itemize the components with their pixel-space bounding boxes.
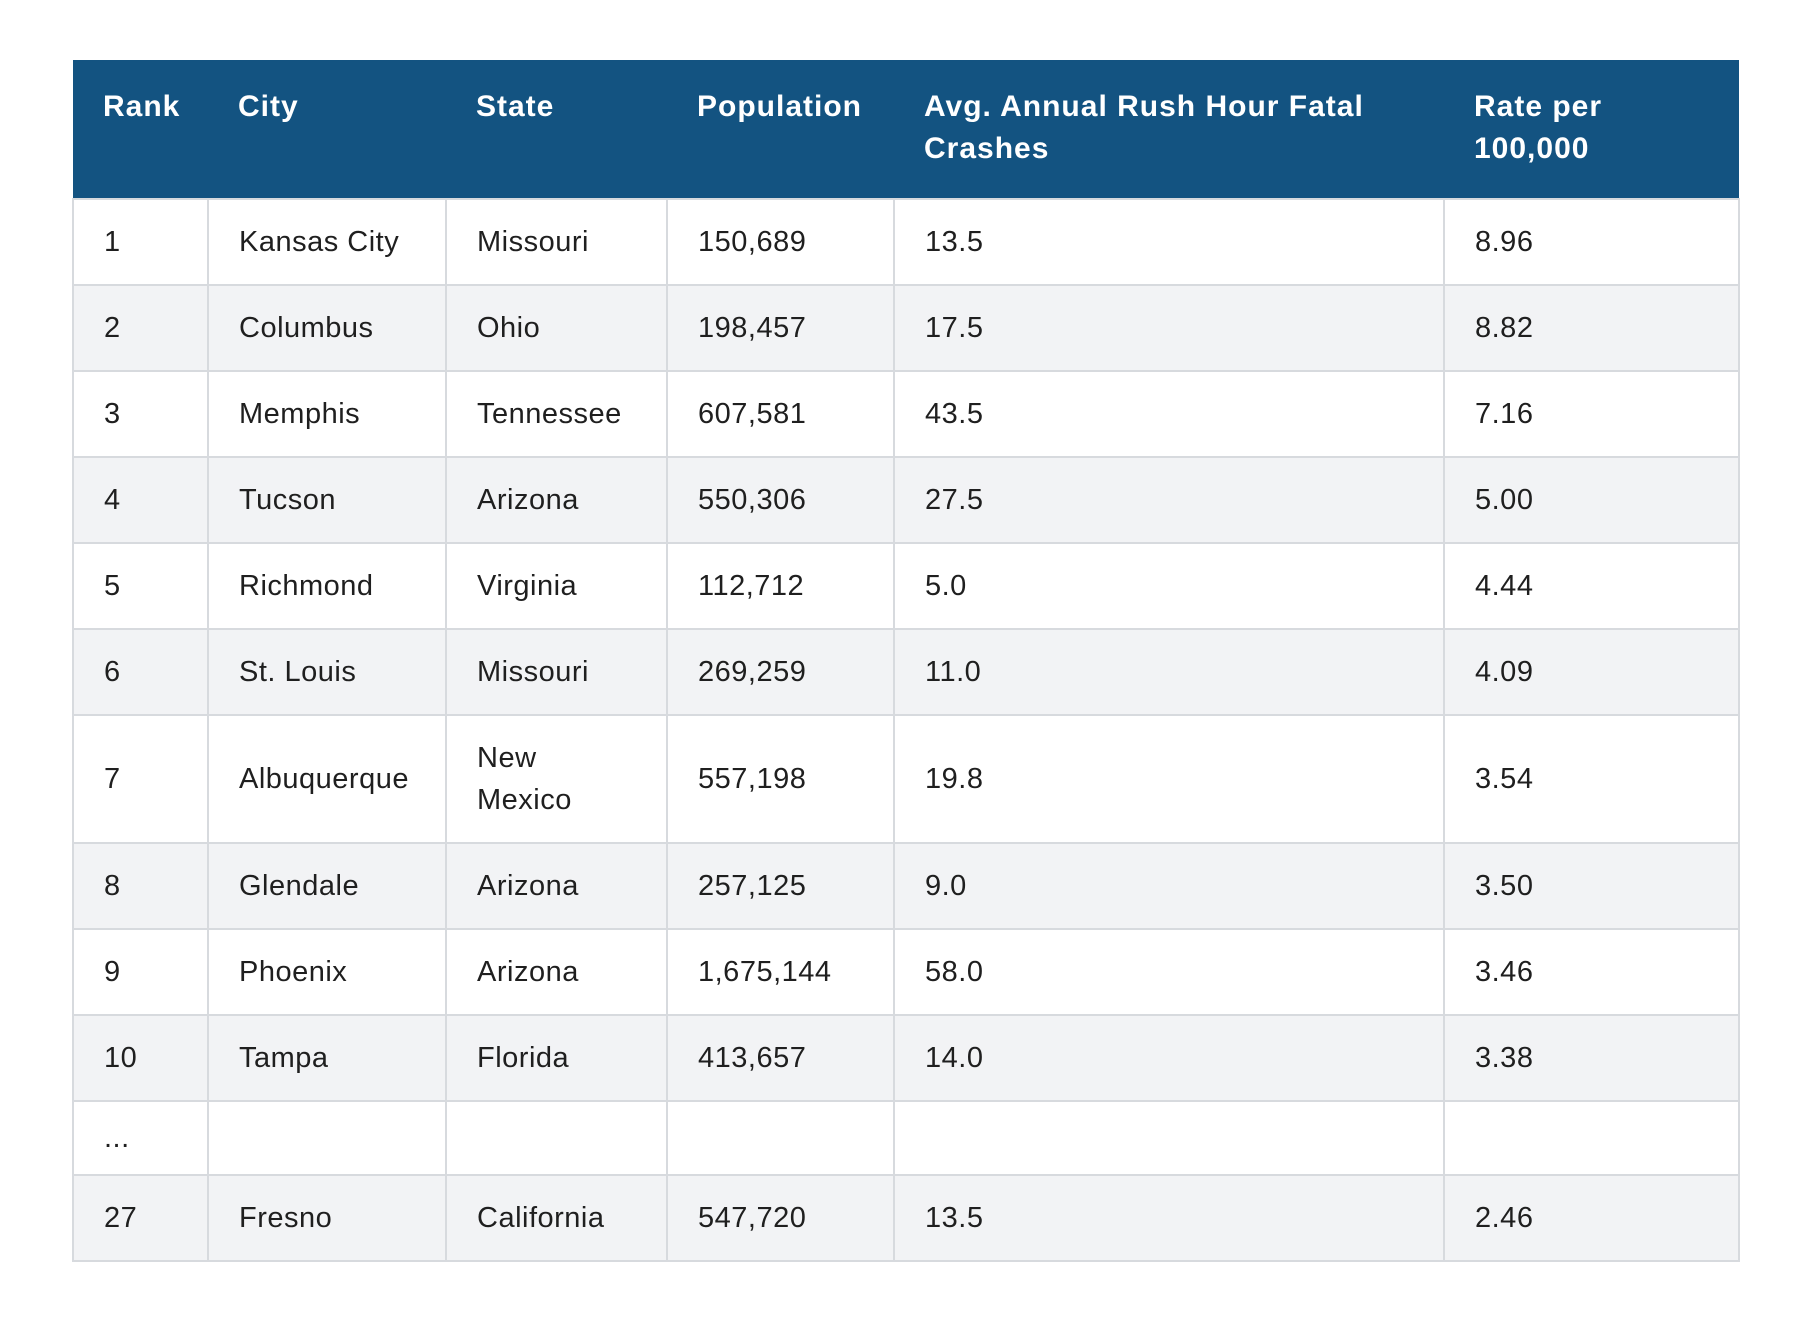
cell-city: Fresno: [207, 1174, 447, 1262]
cell-city: Memphis: [207, 370, 447, 458]
cell-rank: 6: [72, 628, 209, 716]
cell-state: California: [445, 1174, 668, 1262]
cell-population: 150,689: [666, 198, 895, 286]
cell-population: 557,198: [666, 714, 895, 844]
cell-city: St. Louis: [207, 628, 447, 716]
cell-population: 269,259: [666, 628, 895, 716]
cell-rate: 3.54: [1443, 714, 1740, 844]
table-row: 9 Phoenix Arizona 1,675,144 58.0 3.46: [72, 928, 1740, 1016]
cell-city: Kansas City: [207, 198, 447, 286]
cell-city: Richmond: [207, 542, 447, 630]
cell-rank: 27: [72, 1174, 209, 1262]
table-header-row: Rank City State Population Avg. Annual R…: [73, 60, 1739, 199]
cell-avg-crashes: 9.0: [893, 842, 1445, 930]
cell-rank: 10: [72, 1014, 209, 1102]
cell-rate: 4.09: [1443, 628, 1740, 716]
cell-population: 198,457: [666, 284, 895, 372]
table-row-ellipsis: ...: [72, 1100, 1740, 1176]
cell-rate: 5.00: [1443, 456, 1740, 544]
rush-hour-fatal-crashes-table-container: Rank City State Population Avg. Annual R…: [72, 60, 1740, 1262]
cell-population: 547,720: [666, 1174, 895, 1262]
header-city: City: [208, 60, 446, 199]
cell-city: Albuquerque: [207, 714, 447, 844]
cell-population: 607,581: [666, 370, 895, 458]
cell-city: [207, 1100, 447, 1176]
table-row: 3 Memphis Tennessee 607,581 43.5 7.16: [72, 370, 1740, 458]
cell-population: 550,306: [666, 456, 895, 544]
cell-rate: 8.96: [1443, 198, 1740, 286]
cell-rate: 8.82: [1443, 284, 1740, 372]
cell-rate: 2.46: [1443, 1174, 1740, 1262]
rush-hour-fatal-crashes-table: Rank City State Population Avg. Annual R…: [72, 60, 1740, 1262]
cell-state: Missouri: [445, 198, 668, 286]
header-rank: Rank: [73, 60, 208, 199]
table-row: 2 Columbus Ohio 198,457 17.5 8.82: [72, 284, 1740, 372]
cell-rate: 3.38: [1443, 1014, 1740, 1102]
header-population: Population: [667, 60, 894, 199]
table-row: 4 Tucson Arizona 550,306 27.5 5.00: [72, 456, 1740, 544]
cell-state: Arizona: [445, 842, 668, 930]
table-row: 8 Glendale Arizona 257,125 9.0 3.50: [72, 842, 1740, 930]
cell-avg-crashes: 58.0: [893, 928, 1445, 1016]
cell-population: 257,125: [666, 842, 895, 930]
cell-avg-crashes: 11.0: [893, 628, 1445, 716]
cell-state: Ohio: [445, 284, 668, 372]
cell-city: Phoenix: [207, 928, 447, 1016]
cell-state: New Mexico: [445, 714, 668, 844]
cell-state: Virginia: [445, 542, 668, 630]
cell-rank: 7: [72, 714, 209, 844]
cell-state: Tennessee: [445, 370, 668, 458]
cell-city: Columbus: [207, 284, 447, 372]
table-row: 10 Tampa Florida 413,657 14.0 3.38: [72, 1014, 1740, 1102]
cell-population: [666, 1100, 895, 1176]
table-row: 5 Richmond Virginia 112,712 5.0 4.44: [72, 542, 1740, 630]
cell-population: 1,675,144: [666, 928, 895, 1016]
cell-state: [445, 1100, 668, 1176]
header-rate-per-100000: Rate per 100,000: [1444, 60, 1739, 199]
cell-avg-crashes: 19.8: [893, 714, 1445, 844]
cell-city: Tucson: [207, 456, 447, 544]
cell-population: 413,657: [666, 1014, 895, 1102]
cell-population: 112,712: [666, 542, 895, 630]
cell-rank: 3: [72, 370, 209, 458]
header-state: State: [446, 60, 667, 199]
cell-rank: 2: [72, 284, 209, 372]
cell-rate: 3.50: [1443, 842, 1740, 930]
cell-rate: [1443, 1100, 1740, 1176]
cell-avg-crashes: 14.0: [893, 1014, 1445, 1102]
cell-rate: 4.44: [1443, 542, 1740, 630]
cell-city: Glendale: [207, 842, 447, 930]
cell-state: Missouri: [445, 628, 668, 716]
cell-state: Arizona: [445, 928, 668, 1016]
cell-rank: 5: [72, 542, 209, 630]
cell-avg-crashes: [893, 1100, 1445, 1176]
header-avg-annual-crashes: Avg. Annual Rush Hour Fatal Crashes: [894, 60, 1444, 199]
cell-avg-crashes: 13.5: [893, 198, 1445, 286]
cell-avg-crashes: 27.5: [893, 456, 1445, 544]
table-row: 6 St. Louis Missouri 269,259 11.0 4.09: [72, 628, 1740, 716]
table-row: 27 Fresno California 547,720 13.5 2.46: [72, 1174, 1740, 1262]
cell-rate: 7.16: [1443, 370, 1740, 458]
cell-avg-crashes: 5.0: [893, 542, 1445, 630]
table-row: 1 Kansas City Missouri 150,689 13.5 8.96: [72, 198, 1740, 286]
cell-rank: 8: [72, 842, 209, 930]
table-row: 7 Albuquerque New Mexico 557,198 19.8 3.…: [72, 714, 1740, 844]
cell-city: Tampa: [207, 1014, 447, 1102]
cell-avg-crashes: 17.5: [893, 284, 1445, 372]
cell-rank: 1: [72, 198, 209, 286]
cell-state: Florida: [445, 1014, 668, 1102]
cell-rank: 9: [72, 928, 209, 1016]
cell-state: Arizona: [445, 456, 668, 544]
cell-rate: 3.46: [1443, 928, 1740, 1016]
cell-avg-crashes: 43.5: [893, 370, 1445, 458]
cell-avg-crashes: 13.5: [893, 1174, 1445, 1262]
cell-rank: ...: [72, 1100, 209, 1176]
cell-rank: 4: [72, 456, 209, 544]
